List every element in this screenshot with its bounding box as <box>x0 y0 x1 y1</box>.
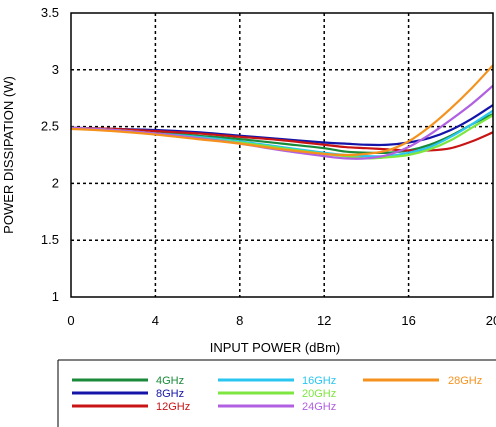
series-line-28ghz <box>71 64 493 157</box>
legend-label-4ghz: 4GHz <box>156 375 184 387</box>
legend-label-8ghz: 8GHz <box>156 388 184 400</box>
x-tick-label: 8 <box>236 313 243 328</box>
series-line-4ghz <box>71 113 493 155</box>
x-axis-label: INPUT POWER (dBm) <box>210 340 341 355</box>
legend-label-24ghz: 24GHz <box>302 401 336 413</box>
x-tick-label: 20 <box>486 313 496 328</box>
y-axis-label: POWER DISSIPATION (W) <box>1 76 16 234</box>
series-line-8ghz <box>71 104 493 147</box>
legend-box <box>57 359 496 427</box>
y-tick-label: 1.5 <box>41 232 59 247</box>
y-tick-labels: 1 1.5 2 2.5 3 3.5 <box>41 5 59 304</box>
series-line-24ghz <box>71 84 493 160</box>
plot-frame <box>70 12 494 298</box>
legend-label-20ghz: 20GHz <box>302 388 336 400</box>
series-lines <box>71 64 493 160</box>
x-tick-label: 0 <box>67 313 74 328</box>
series-line-12ghz <box>71 126 493 152</box>
legend-label-28ghz: 28GHz <box>448 375 482 387</box>
x-tick-labels: 0 4 8 12 16 20 <box>67 313 496 328</box>
y-tick-label: 2.5 <box>41 119 59 134</box>
x-tick-label: 12 <box>317 313 331 328</box>
y-tick-label: 1 <box>52 289 59 304</box>
x-tick-label: 16 <box>401 313 415 328</box>
y-tick-label: 3 <box>52 62 59 77</box>
y-tick-label: 2 <box>52 175 59 190</box>
legend-label-16ghz: 16GHz <box>302 375 336 387</box>
legend-label-12ghz: 12GHz <box>156 401 190 413</box>
grid-lines <box>71 13 493 297</box>
y-tick-label: 3.5 <box>41 5 59 20</box>
x-tick-label: 4 <box>152 313 159 328</box>
